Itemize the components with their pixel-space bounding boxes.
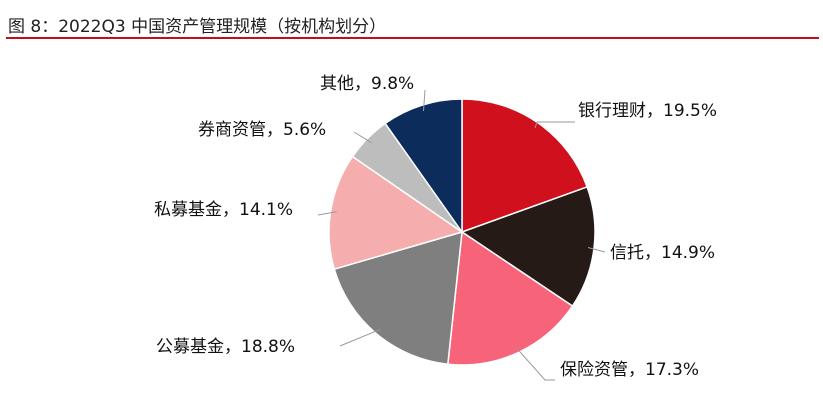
slice-label-1: 银行理财，19.5% [578, 101, 717, 121]
leader-line-2 [587, 247, 606, 253]
leader-lines [317, 89, 606, 381]
slice-label-5: 私募基金，14.1% [154, 200, 293, 220]
slice-label-7: 其他，9.8% [320, 74, 414, 94]
leader-line-7 [423, 89, 426, 112]
pie-slices [328, 98, 596, 366]
pie-slice-4 [333, 230, 463, 366]
slice-labels: 银行理财，19.5% 信托，14.9% 保险资管，17.3% 公募基金，18.8% 私募… [154, 74, 717, 380]
leader-line-1 [534, 121, 575, 129]
slice-label-6: 券商资管，5.6% [198, 120, 326, 140]
leader-line-6 [353, 131, 372, 144]
pie-slice-3 [446, 230, 574, 366]
leader-line-5 [317, 211, 337, 216]
pie-slice-7 [384, 98, 463, 235]
pie-slice-1 [461, 98, 589, 234]
leader-line-4 [339, 328, 381, 347]
pie-slice-5 [328, 155, 464, 271]
slice-label-4: 公募基金，18.8% [156, 337, 295, 357]
slice-label-3: 保险资管，17.3% [560, 360, 699, 380]
title-rule [6, 37, 819, 39]
figure-title: 图 8：2022Q3 中国资产管理规模（按机构划分） [8, 17, 387, 37]
slice-label-2: 信托，14.9% [610, 243, 715, 263]
leader-line-3 [515, 346, 555, 381]
pie-slice-2 [460, 185, 596, 308]
figure-header: 图 8：2022Q3 中国资产管理规模（按机构划分） [6, 6, 823, 39]
